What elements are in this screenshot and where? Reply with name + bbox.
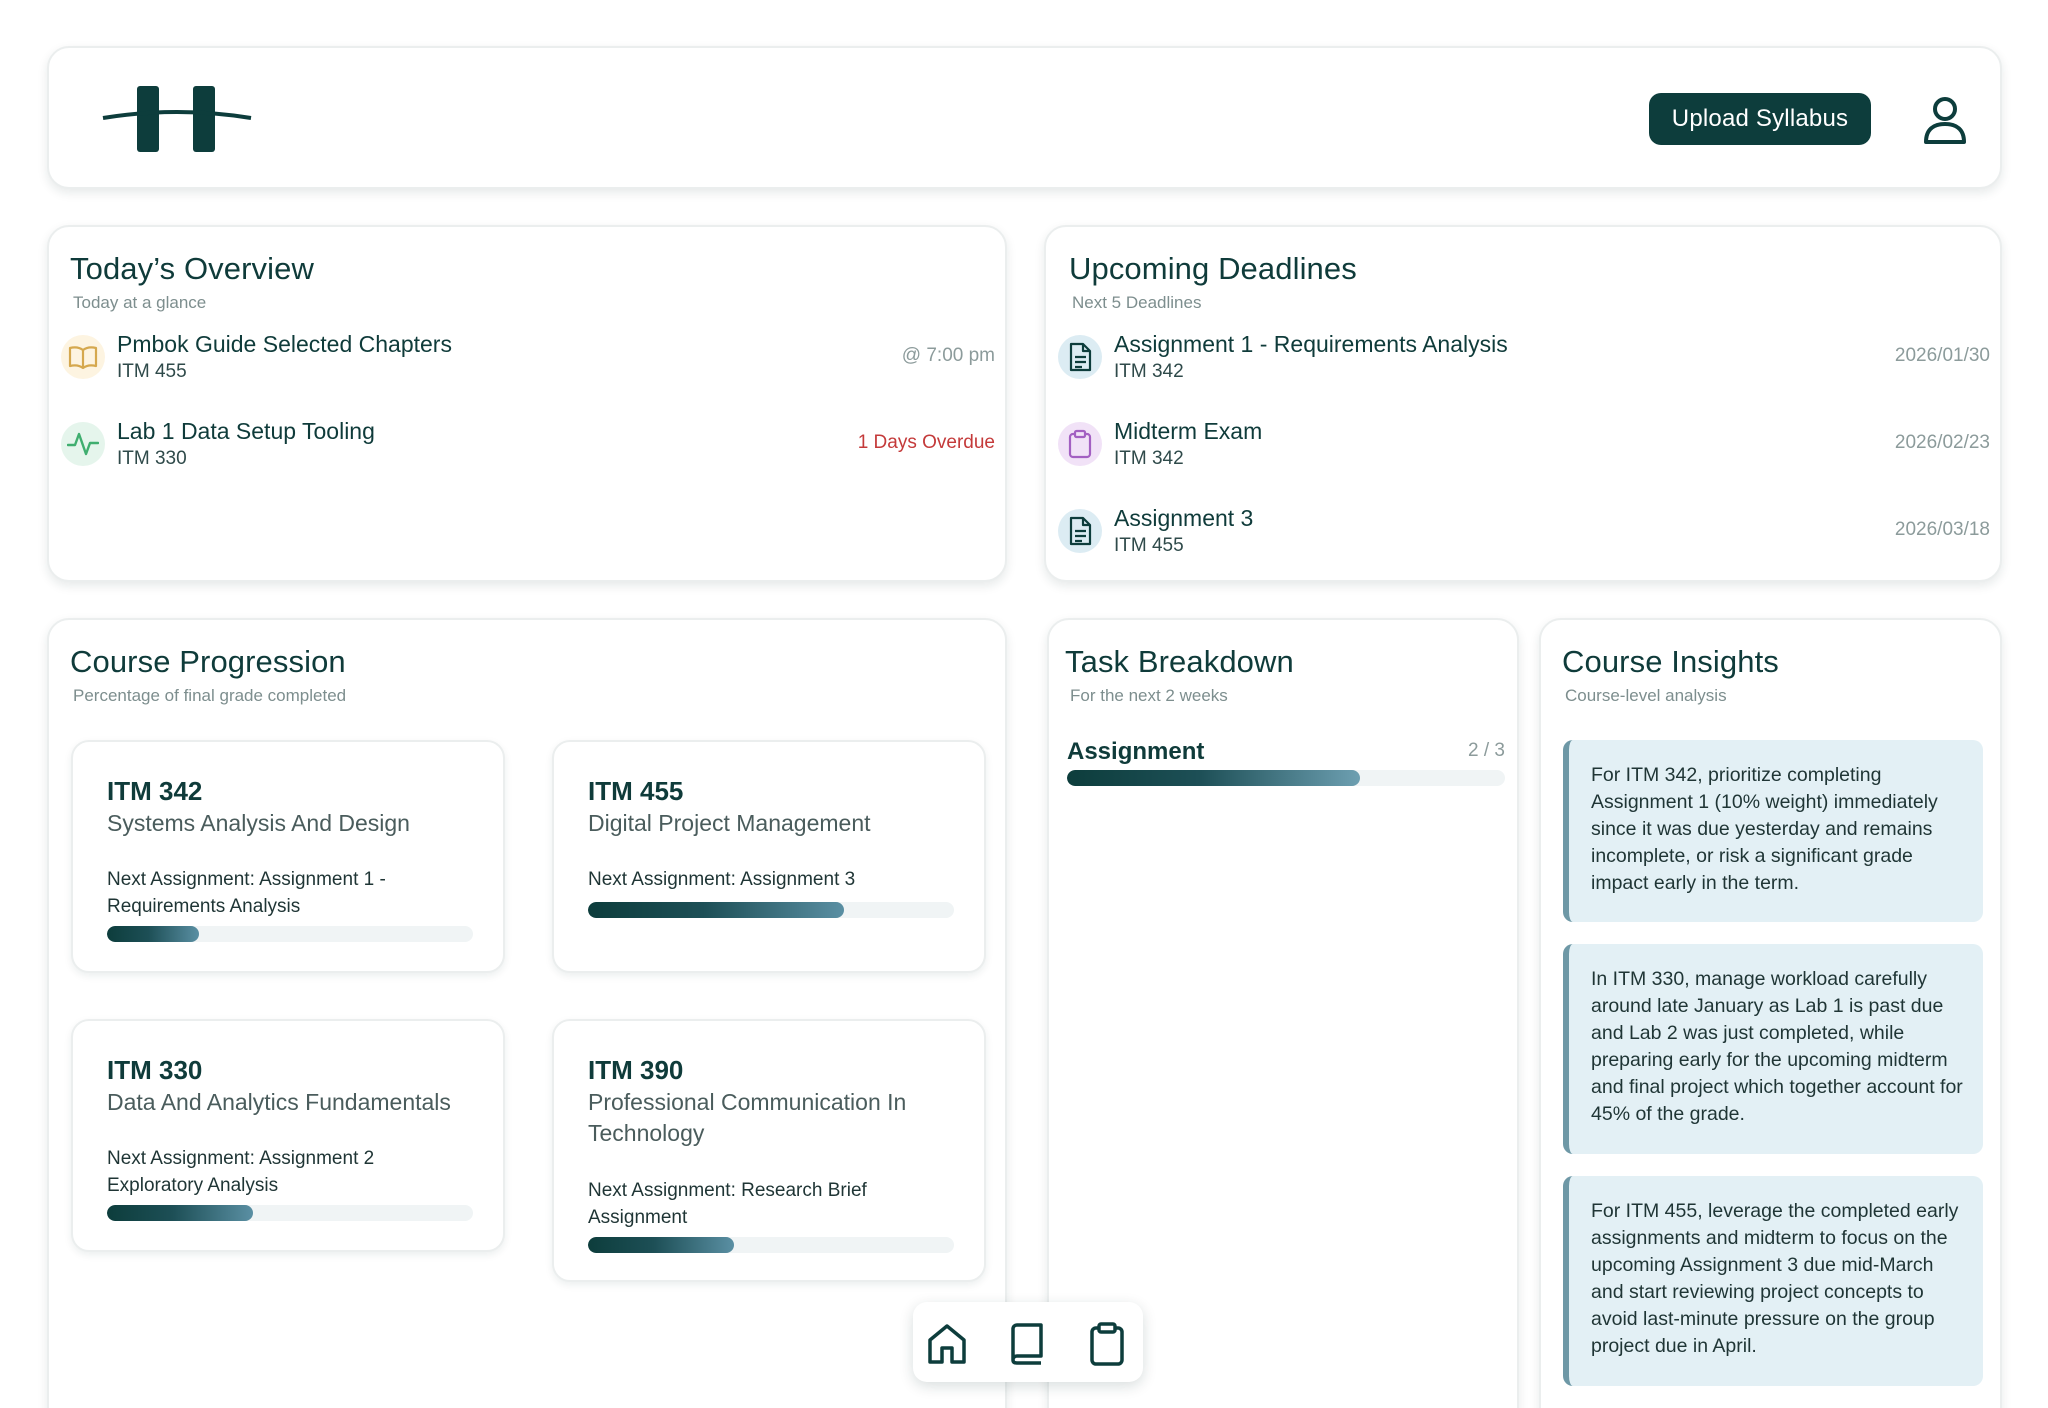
item-date: 2026/01/30	[1894, 345, 1990, 366]
card-title: Course Progression	[70, 644, 346, 679]
course-progression-card: Course Progression Percentage of final g…	[47, 618, 1007, 1408]
progress-bar	[107, 926, 473, 942]
app-header: Upload Syllabus	[47, 46, 2002, 189]
bottom-navigation	[913, 1302, 1143, 1382]
progress-bar	[588, 902, 954, 918]
item-title: Assignment 3	[1114, 505, 1254, 531]
next-assignment: Next Assignment: Research Brief Assignme…	[588, 1180, 867, 1228]
book-open-icon	[61, 335, 105, 379]
next-assignment: Next Assignment: Assignment 2 Explorator…	[107, 1148, 375, 1196]
next-assignment: Next Assignment: Assignment 3	[588, 869, 856, 890]
insight-item: For ITM 455, leverage the completed earl…	[1563, 1176, 1983, 1386]
insight-item: For ITM 342, prioritize completing Assig…	[1563, 740, 1983, 922]
course-name: Data And Analytics Fundamentals	[107, 1089, 451, 1115]
logo-mark-icon	[102, 86, 252, 152]
task-count: 2 / 3	[1468, 740, 1505, 761]
card-title: Upcoming Deadlines	[1069, 251, 1357, 286]
task-category-label: Assignment	[1067, 738, 1205, 765]
course-card-itm-455[interactable]: ITM 455 Digital Project Management Next …	[552, 740, 986, 973]
overview-item[interactable]: Lab 1 Data Setup Tooling ITM 330 1 Days …	[49, 418, 1005, 488]
course-code: ITM 390	[588, 1055, 684, 1085]
clipboard-icon	[1058, 422, 1102, 466]
item-title: Midterm Exam	[1114, 418, 1263, 444]
course-insights-card: Course Insights Course-level analysis Fo…	[1539, 618, 2002, 1408]
card-title: Course Insights	[1562, 644, 1779, 679]
home-icon	[928, 1324, 966, 1364]
item-title: Pmbok Guide Selected Chapters	[117, 331, 452, 357]
course-card-itm-342[interactable]: ITM 342 Systems Analysis And Design Next…	[71, 740, 505, 973]
card-subtitle: Course-level analysis	[1565, 686, 1727, 705]
progress-bar	[588, 1237, 954, 1253]
document-icon	[1058, 509, 1102, 553]
item-course: ITM 330	[117, 448, 187, 469]
nav-tasks-button[interactable]	[1083, 1320, 1131, 1368]
next-assignment: Next Assignment: Assignment 1 - Requirem…	[107, 869, 386, 917]
card-title: Task Breakdown	[1065, 644, 1294, 679]
upload-syllabus-button[interactable]: Upload Syllabus	[1649, 93, 1871, 145]
task-breakdown-card: Task Breakdown For the next 2 weeks Assi…	[1047, 618, 1519, 1408]
item-course: ITM 342	[1114, 448, 1184, 469]
course-code: ITM 342	[107, 776, 203, 806]
card-subtitle: Today at a glance	[73, 293, 207, 312]
course-card-itm-390[interactable]: ITM 390 Professional Communication In Te…	[552, 1019, 986, 1282]
item-date: 2026/02/23	[1894, 432, 1990, 453]
user-icon	[1924, 97, 1966, 144]
overdue-label: 1 Days Overdue	[857, 432, 995, 453]
item-date: 2026/03/18	[1894, 519, 1990, 540]
clipboard-icon	[1090, 1322, 1124, 1366]
item-time: @ 7:00 pm	[901, 345, 995, 366]
deadline-item[interactable]: Assignment 3 ITM 455 2026/03/18	[1046, 505, 2000, 575]
course-code: ITM 330	[107, 1055, 203, 1085]
course-name: Digital Project Management	[588, 810, 871, 836]
nav-courses-button[interactable]	[1003, 1320, 1051, 1368]
progress-bar	[107, 1205, 473, 1221]
insight-item: In ITM 330, manage workload carefully ar…	[1563, 944, 1983, 1154]
overview-item[interactable]: Pmbok Guide Selected Chapters ITM 455 @ …	[49, 331, 1005, 401]
item-title: Assignment 1 - Requirements Analysis	[1114, 331, 1508, 357]
todays-overview-card: Today’s Overview Today at a glance Pmbok…	[47, 225, 1007, 582]
item-title: Lab 1 Data Setup Tooling	[117, 418, 375, 444]
item-course: ITM 455	[1114, 535, 1184, 556]
course-code: ITM 455	[588, 776, 684, 806]
logo[interactable]	[101, 82, 253, 154]
activity-icon	[61, 422, 105, 466]
course-name: Professional Communication In Technology	[588, 1089, 907, 1146]
task-progress-bar	[1067, 770, 1505, 786]
document-icon	[1058, 335, 1102, 379]
nav-home-button[interactable]	[923, 1320, 971, 1368]
course-card-itm-330[interactable]: ITM 330 Data And Analytics Fundamentals …	[71, 1019, 505, 1252]
upcoming-deadlines-card: Upcoming Deadlines Next 5 Deadlines Assi…	[1044, 225, 2002, 582]
item-course: ITM 342	[1114, 361, 1184, 382]
card-subtitle: For the next 2 weeks	[1070, 686, 1228, 705]
card-subtitle: Next 5 Deadlines	[1072, 293, 1202, 312]
user-profile-button[interactable]	[1917, 92, 1973, 148]
course-name: Systems Analysis And Design	[107, 810, 410, 836]
card-subtitle: Percentage of final grade completed	[73, 686, 347, 705]
card-title: Today’s Overview	[70, 251, 314, 286]
book-icon	[1011, 1323, 1043, 1365]
item-course: ITM 455	[117, 361, 187, 382]
deadline-item[interactable]: Midterm Exam ITM 342 2026/02/23	[1046, 418, 2000, 488]
deadline-item[interactable]: Assignment 1 - Requirements Analysis ITM…	[1046, 331, 2000, 401]
